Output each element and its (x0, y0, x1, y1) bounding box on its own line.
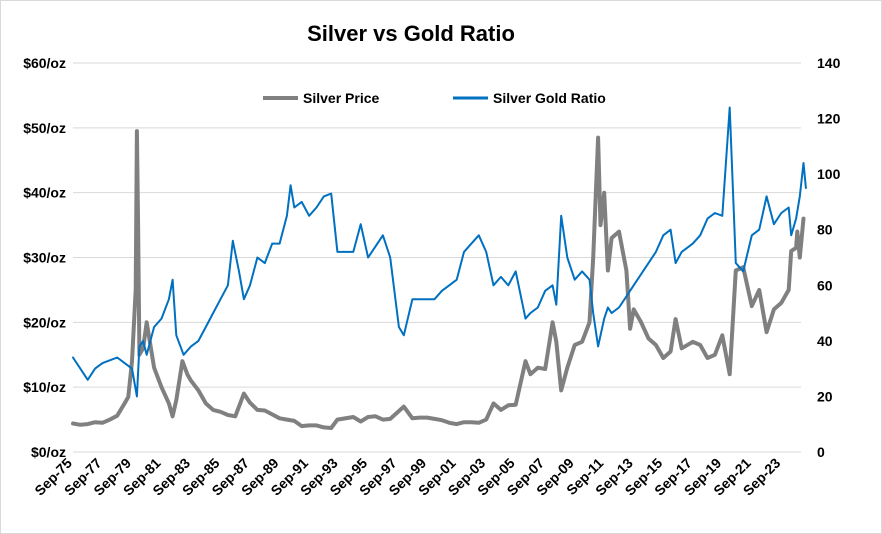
series-layer (71, 106, 807, 430)
left-axis-ticks: $0/oz $10/oz $20/oz $30/oz $40/oz $50/oz $60/o… (23, 55, 66, 460)
x-axis-ticks: Sep-75Sep-77Sep-79Sep-81Sep-83Sep-85Sep-… (31, 455, 783, 499)
legend-label-silver-gold-ratio: Silver Gold Ratio (493, 90, 606, 106)
right-tick-label: 140 (817, 55, 841, 71)
left-tick-label: $60/oz (23, 55, 66, 71)
right-tick-label: 80 (817, 222, 833, 238)
left-tick-label: $10/oz (23, 379, 66, 395)
legend-label-silver-price: Silver Price (303, 90, 379, 106)
right-tick-label: 100 (817, 166, 841, 182)
left-tick-label: $30/oz (23, 250, 66, 266)
right-tick-label: 40 (817, 333, 833, 349)
right-tick-label: 20 (817, 388, 833, 404)
left-tick-label: $40/oz (23, 185, 66, 201)
series-line-silver-gold-ratio (72, 106, 807, 398)
legend: Silver Price Silver Gold Ratio (263, 90, 606, 106)
left-tick-label: $50/oz (23, 120, 66, 136)
right-axis-ticks: 0 20 40 60 80 100 120 140 (817, 55, 841, 460)
right-tick-label: 120 (817, 111, 841, 127)
grid-lines (73, 62, 801, 453)
left-tick-label: $20/oz (23, 314, 66, 330)
left-tick-label: $0/oz (31, 444, 66, 460)
series-line-silver-price (71, 129, 806, 430)
chart-title: Silver vs Gold Ratio (307, 21, 515, 46)
right-tick-label: 60 (817, 277, 833, 293)
right-tick-label: 0 (817, 444, 825, 460)
